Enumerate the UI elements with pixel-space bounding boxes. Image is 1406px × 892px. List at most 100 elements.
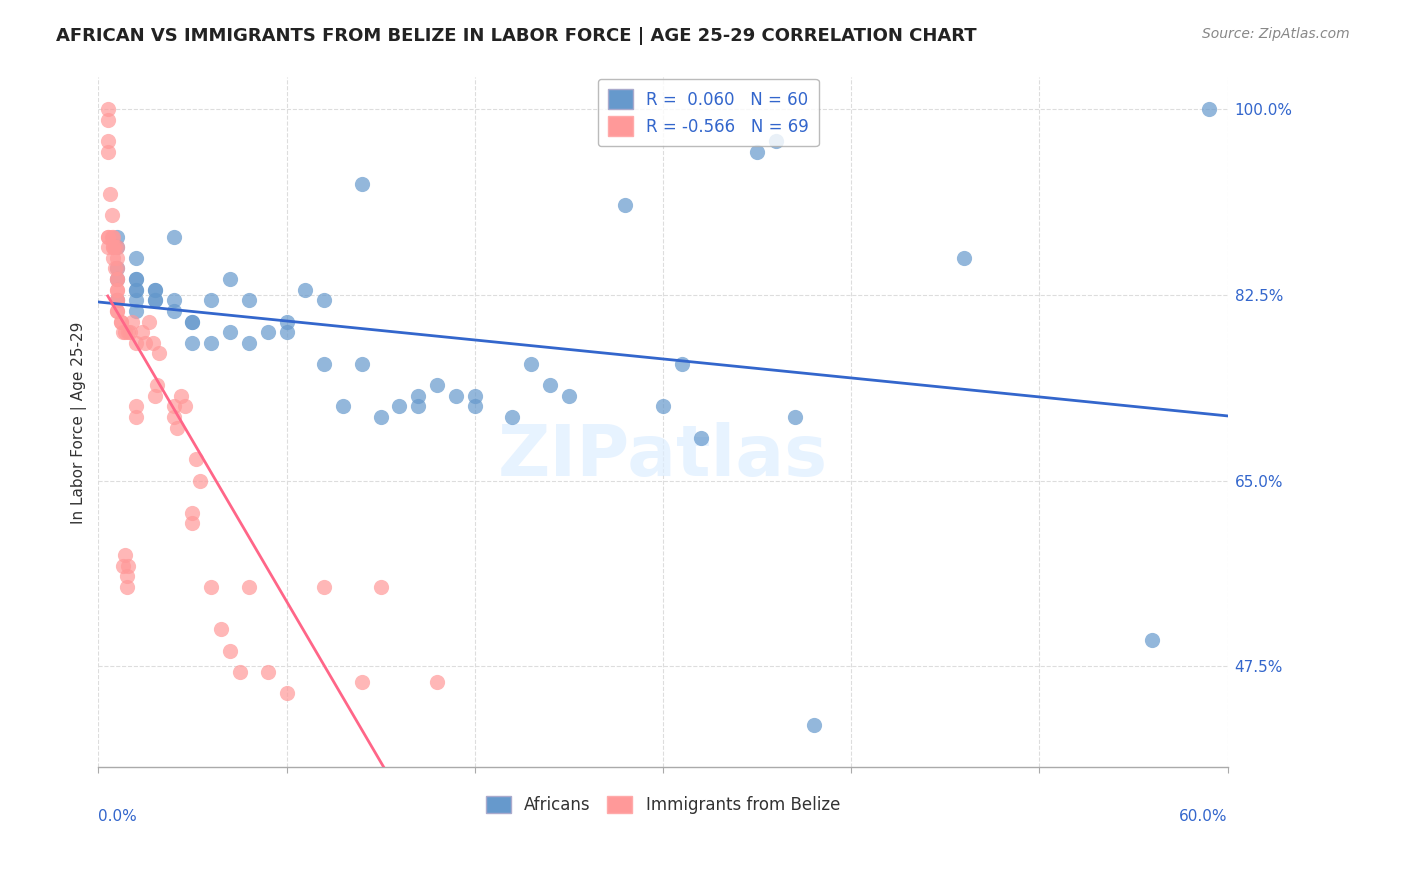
Point bbox=[125, 335, 148, 350]
Point bbox=[100, 208, 122, 222]
Point bbox=[350, 177, 373, 191]
Point bbox=[97, 103, 120, 117]
Point bbox=[228, 665, 250, 679]
Point bbox=[408, 389, 430, 403]
Point bbox=[188, 474, 211, 488]
Point bbox=[115, 569, 138, 583]
Point bbox=[103, 240, 125, 254]
Point bbox=[103, 229, 125, 244]
Point bbox=[181, 516, 204, 531]
Point bbox=[332, 400, 354, 414]
Point bbox=[181, 506, 204, 520]
Point bbox=[138, 314, 160, 328]
Point bbox=[520, 357, 543, 371]
Point bbox=[162, 229, 184, 244]
Point bbox=[181, 314, 204, 328]
Point bbox=[105, 272, 128, 286]
Point bbox=[100, 229, 122, 244]
Point bbox=[97, 229, 120, 244]
Point bbox=[121, 314, 143, 328]
Text: 60.0%: 60.0% bbox=[1180, 809, 1227, 823]
Point bbox=[105, 283, 128, 297]
Point bbox=[219, 272, 242, 286]
Point bbox=[125, 304, 148, 318]
Point bbox=[314, 293, 336, 308]
Point bbox=[111, 325, 134, 339]
Point bbox=[105, 272, 128, 286]
Point bbox=[276, 314, 298, 328]
Point bbox=[125, 400, 148, 414]
Point bbox=[105, 229, 128, 244]
Point bbox=[125, 283, 148, 297]
Point bbox=[256, 325, 278, 339]
Point bbox=[105, 272, 128, 286]
Point bbox=[186, 452, 208, 467]
Point bbox=[125, 410, 148, 425]
Y-axis label: In Labor Force | Age 25-29: In Labor Force | Age 25-29 bbox=[72, 321, 87, 524]
Point bbox=[209, 622, 232, 636]
Point bbox=[370, 410, 392, 425]
Point bbox=[426, 378, 449, 392]
Point bbox=[276, 686, 298, 700]
Point bbox=[131, 325, 153, 339]
Point bbox=[181, 335, 204, 350]
Point bbox=[111, 558, 134, 573]
Point bbox=[276, 325, 298, 339]
Point bbox=[803, 718, 825, 732]
Text: ZIPatlas: ZIPatlas bbox=[498, 422, 828, 491]
Point bbox=[110, 314, 132, 328]
Point bbox=[97, 145, 120, 159]
Point bbox=[125, 251, 148, 265]
Point bbox=[181, 314, 204, 328]
Point bbox=[143, 389, 166, 403]
Point bbox=[115, 580, 138, 594]
Point bbox=[370, 580, 392, 594]
Point bbox=[464, 389, 486, 403]
Point bbox=[103, 251, 125, 265]
Point bbox=[671, 357, 693, 371]
Point bbox=[162, 410, 184, 425]
Point bbox=[117, 558, 139, 573]
Point bbox=[219, 643, 242, 657]
Point bbox=[162, 400, 184, 414]
Point bbox=[105, 261, 128, 276]
Point bbox=[98, 187, 121, 202]
Point bbox=[558, 389, 581, 403]
Point bbox=[105, 283, 128, 297]
Point bbox=[125, 272, 148, 286]
Point bbox=[143, 283, 166, 297]
Point bbox=[97, 134, 120, 148]
Text: AFRICAN VS IMMIGRANTS FROM BELIZE IN LABOR FORCE | AGE 25-29 CORRELATION CHART: AFRICAN VS IMMIGRANTS FROM BELIZE IN LAB… bbox=[56, 27, 977, 45]
Point bbox=[689, 431, 711, 445]
Text: 0.0%: 0.0% bbox=[98, 809, 138, 823]
Point bbox=[104, 261, 127, 276]
Point bbox=[143, 283, 166, 297]
Point bbox=[426, 675, 449, 690]
Point bbox=[97, 112, 120, 127]
Point bbox=[105, 304, 128, 318]
Point bbox=[162, 293, 184, 308]
Point bbox=[104, 240, 127, 254]
Point bbox=[143, 293, 166, 308]
Point bbox=[105, 293, 128, 308]
Point bbox=[110, 314, 132, 328]
Point bbox=[238, 580, 260, 594]
Point bbox=[174, 400, 197, 414]
Point bbox=[256, 665, 278, 679]
Point bbox=[142, 335, 165, 350]
Point bbox=[953, 251, 976, 265]
Point bbox=[350, 675, 373, 690]
Point bbox=[219, 325, 242, 339]
Point bbox=[105, 251, 128, 265]
Point bbox=[200, 335, 222, 350]
Legend: Africans, Immigrants from Belize: Africans, Immigrants from Belize bbox=[479, 789, 846, 821]
Point bbox=[120, 325, 142, 339]
Point bbox=[97, 229, 120, 244]
Point bbox=[538, 378, 561, 392]
Point bbox=[614, 198, 637, 212]
Point bbox=[125, 283, 148, 297]
Point bbox=[501, 410, 523, 425]
Point bbox=[114, 548, 136, 562]
Point bbox=[114, 325, 136, 339]
Point bbox=[350, 357, 373, 371]
